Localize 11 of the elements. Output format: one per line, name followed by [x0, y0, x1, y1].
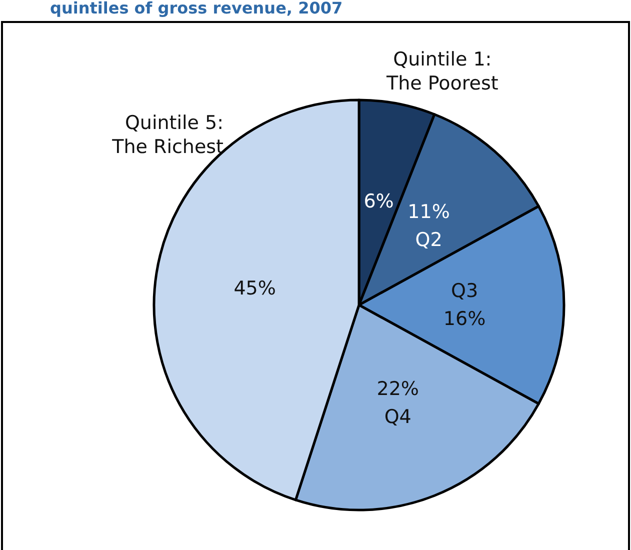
slice-label: Q4	[384, 406, 412, 428]
data-label: 45%	[234, 277, 276, 300]
data-label: 6%	[364, 190, 394, 212]
data-label: 11%	[408, 200, 450, 223]
chart-title: quintiles of gross revenue, 2007	[50, 0, 343, 18]
slice-label: Quintile 5: The Richest	[111, 112, 224, 158]
data-label: 16%	[443, 308, 486, 330]
slice-label: Quintile 1: The Poorest	[385, 48, 498, 95]
slice-label: Q2	[415, 228, 442, 251]
slice-label: Q3	[450, 280, 478, 302]
data-label: 22%	[376, 378, 419, 400]
